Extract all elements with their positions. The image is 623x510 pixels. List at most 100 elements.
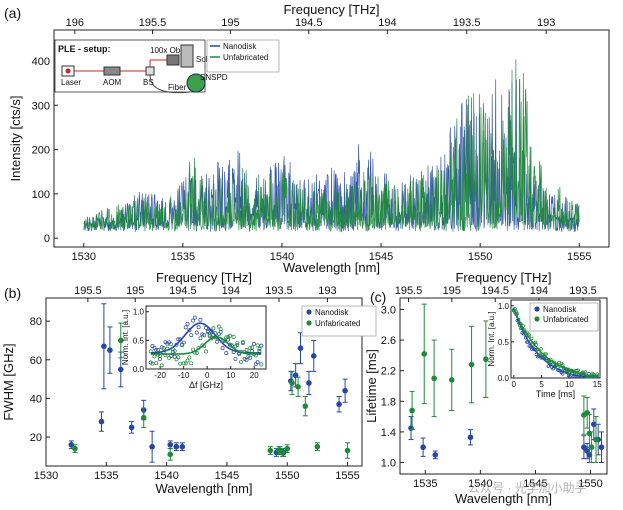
inset-data-point <box>194 330 199 335</box>
inset-data-point <box>595 372 599 376</box>
top-tick-label: 193 <box>318 285 336 297</box>
data-point-nanodisk <box>310 353 317 359</box>
data-point-nanodisk <box>292 372 299 379</box>
inset-data-point <box>216 324 221 329</box>
inset-y-tick-label: 0.0 <box>133 365 145 374</box>
inset-label-aom: AOM <box>103 78 122 87</box>
inset-y-tick-label: 1.0 <box>498 302 510 311</box>
inset-data-point <box>224 335 229 340</box>
inset-data-point <box>215 339 220 344</box>
inset-data-point <box>207 332 212 337</box>
inset-data-point <box>150 361 155 366</box>
top-tick-label: 193.5 <box>265 285 293 297</box>
data-point-nanodisk <box>101 343 107 350</box>
x-axis-label: Wavelength [nm] <box>455 491 552 506</box>
data-point-nanodisk <box>98 418 105 425</box>
data-point-unfabricated <box>431 375 437 382</box>
y-axis-label: FWHM [GHz] <box>1 343 16 420</box>
data-point-nanodisk <box>342 387 348 394</box>
inset-data-point <box>181 340 186 345</box>
top-tick-label: 193.5 <box>453 17 481 29</box>
data-point-unfabricated <box>267 447 274 454</box>
data-point-unfabricated <box>409 407 415 414</box>
inset-data-point <box>257 347 262 351</box>
legend-marker <box>534 306 540 312</box>
inset-y-label: Norm. Int. [a.u.] <box>121 310 130 365</box>
data-point-unfabricated <box>593 436 599 443</box>
y-tick-label: 20 <box>30 432 42 444</box>
top-axis-label: Frequency [THz] <box>455 270 551 285</box>
data-point-nanodisk <box>598 444 605 451</box>
legend-marker <box>534 316 540 322</box>
inset-data-point <box>255 343 260 348</box>
inset-x-tick-label: 0 <box>512 380 517 389</box>
data-point-nanodisk <box>467 434 474 441</box>
inset-data-point <box>222 338 227 343</box>
data-point-nanodisk <box>420 444 426 451</box>
inset-data-point <box>156 348 161 352</box>
legend-label: Unfabricated <box>543 315 588 324</box>
data-point-unfabricated <box>117 337 124 344</box>
x-tick-label: 1550 <box>578 478 602 490</box>
top-tick-label: 193.5 <box>569 285 597 297</box>
inset-data-point <box>148 349 153 354</box>
inset-data-point <box>191 318 196 323</box>
panel-label: (c) <box>370 289 386 305</box>
y-tick-label: 40 <box>30 393 42 405</box>
y-tick-label: 300 <box>32 100 50 112</box>
panel-c: (c)1535 1540 1545 15501.01.41.82.22.63.0195… <box>364 270 608 506</box>
data-point-unfabricated <box>302 403 309 409</box>
inset-data-point <box>159 363 164 368</box>
inset-x-tick-label: 15 <box>593 380 602 389</box>
inset-fit-curve <box>150 336 262 355</box>
watermark: 公众号 · 光学加小助手 <box>468 480 587 495</box>
data-point-nanodisk <box>167 441 174 448</box>
data-point-nanodisk <box>68 441 75 448</box>
x-tick-label: 1550 <box>468 251 492 263</box>
x-axis-label: Wavelength [nm] <box>283 260 380 275</box>
top-tick-label: 194.5 <box>169 285 197 297</box>
fwhm-inset: -20 -10 0 10 20 0.0 0.5 1.0 Δf [GHz] Norm. Int. [… <box>121 305 267 390</box>
inset-x-label: Δf [GHz] <box>189 380 223 390</box>
y-tick-label: 200 <box>32 145 50 157</box>
x-tick-label: 1545 <box>369 251 393 263</box>
inset-data-point <box>198 336 203 341</box>
inset-y-tick-label: 0.5 <box>133 336 145 345</box>
legend-marker <box>306 309 312 315</box>
x-tick-label: 1535 <box>171 251 195 263</box>
inset-data-point <box>189 333 194 338</box>
fiber-path <box>149 74 191 94</box>
data-point-nanodisk <box>432 452 439 458</box>
inset-data-point <box>183 361 188 366</box>
data-point-unfabricated <box>295 384 301 390</box>
inset-data-point <box>568 374 572 379</box>
inset-data-point <box>152 345 157 350</box>
sol-cryostat <box>180 44 194 68</box>
inset-data-point <box>233 344 238 349</box>
inset-data-point <box>218 327 223 332</box>
data-point-unfabricated <box>344 447 351 454</box>
y-tick-label: 60 <box>30 355 42 367</box>
inset-label-bs: BS <box>143 78 154 87</box>
x-tick-label: 1540 <box>270 251 294 263</box>
inset-data-point <box>259 343 264 348</box>
axes-frame <box>399 297 608 475</box>
inset-data-point <box>233 356 238 361</box>
data-point-nanodisk <box>586 452 593 458</box>
legend-box <box>529 302 599 332</box>
inset-data-point <box>216 332 221 337</box>
laser-dot <box>65 68 71 74</box>
data-point-nanodisk <box>179 443 186 450</box>
inset-data-point <box>546 364 551 368</box>
legend-label: Nanodisk <box>223 42 257 51</box>
data-point-nanodisk <box>107 347 113 353</box>
inset-data-point <box>235 341 240 345</box>
inset-data-point <box>560 372 565 376</box>
legend-label: Unfabricated <box>223 53 268 62</box>
inset-data-point <box>512 307 516 312</box>
inset-decay-fit <box>513 308 598 378</box>
inset-label-snspd: SNSPD <box>200 73 228 82</box>
series-line-unfabricated <box>83 59 580 233</box>
legend-marker <box>306 320 312 326</box>
axes-frame <box>45 297 363 467</box>
